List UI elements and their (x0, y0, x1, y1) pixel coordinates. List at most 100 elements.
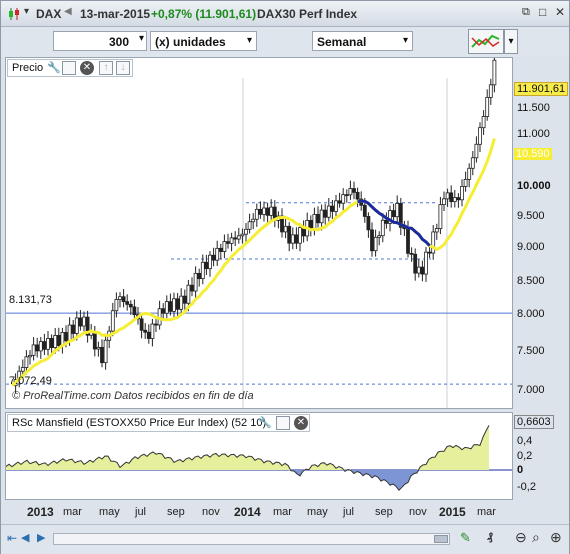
candle-body (247, 221, 252, 230)
candle-body (269, 206, 274, 216)
price-scale-icon[interactable]: ₰ (487, 531, 494, 543)
scroll-back-icon[interactable]: ◀ (21, 532, 30, 544)
candle-body (28, 354, 32, 358)
close-icon[interactable]: ✕ (555, 5, 566, 19)
candle-body (316, 213, 320, 224)
close-icon[interactable]: ✕ (294, 416, 308, 430)
units-dropdown-icon[interactable]: ▾ (138, 33, 144, 44)
candle-body (215, 247, 220, 261)
magnifier-icon[interactable]: ⌕ (532, 529, 540, 545)
chart-date: 13-mar-2015 (80, 7, 151, 21)
y-tick: 0,4 (517, 435, 533, 447)
candle-body (323, 209, 328, 218)
candle-body (154, 323, 158, 326)
chart-style-dropdown[interactable]: ▾ (504, 29, 518, 54)
candle-body (110, 310, 115, 332)
candle-body (125, 301, 130, 305)
y-tick: 7.500 (517, 345, 545, 357)
indicator-title: RSc Mansfield (ESTOXX50 Price Eur Index)… (12, 417, 267, 429)
candle-body (434, 228, 439, 233)
candle-body (377, 235, 382, 238)
move-up-icon[interactable]: ↑ (99, 61, 113, 75)
candle-body (452, 197, 457, 203)
candle-body (438, 204, 443, 229)
x-tick: 2015 (439, 505, 466, 519)
candle-body (463, 178, 468, 187)
chart-style-button[interactable] (468, 29, 504, 54)
candlestick-icon (9, 8, 19, 20)
candle-body (85, 316, 90, 336)
candle-body (488, 84, 493, 98)
x-tick: mar (273, 506, 292, 518)
hline-label-1: 8.131,73 (9, 294, 52, 306)
x-tick: 2014 (234, 505, 261, 519)
y-tick: 11.500 (517, 102, 550, 114)
candle-body (46, 338, 50, 350)
horizontal-scrollbar[interactable] (53, 533, 450, 545)
close-icon[interactable]: ✕ (80, 61, 94, 75)
candle-body (330, 205, 335, 212)
detach-icon[interactable]: ⧉ (522, 6, 530, 18)
candle-body (64, 332, 68, 342)
ma-value-label: 10.590 (514, 148, 552, 160)
indicator-chart (6, 425, 512, 491)
y-tick: -0,2 (517, 481, 536, 493)
window-icon[interactable] (276, 416, 290, 430)
candle-body (467, 167, 472, 180)
candle-body (146, 331, 151, 339)
panel-title: Precio (12, 62, 44, 74)
drawing-tools-icon[interactable]: ✎ (460, 530, 471, 545)
candle-body (362, 204, 367, 217)
candle-body (78, 317, 83, 327)
wrench-icon[interactable]: 🔧 (47, 62, 61, 74)
y-tick: 8.500 (517, 275, 545, 287)
y-tick: 9.500 (517, 210, 545, 222)
candle-body (56, 335, 61, 346)
candle-body (445, 192, 450, 200)
menu-dropdown-icon[interactable]: ▾ (24, 6, 30, 17)
bottom-toolbar: ⇤ ◀ ▶ ✎ ₰ ⊖ ⌕ ⊕ (1, 524, 569, 554)
candle-body (308, 220, 313, 229)
x-tick: may (307, 506, 328, 518)
zoom-in-icon[interactable]: ⊕ (550, 529, 562, 545)
indicator-negative-area (6, 470, 489, 491)
maximize-icon[interactable]: □ (539, 5, 547, 19)
x-tick: sep (167, 506, 185, 518)
candle-body (478, 127, 482, 145)
candle-body (449, 192, 454, 203)
candle-body (67, 324, 72, 342)
scroll-forward-icon[interactable]: ▶ (37, 532, 46, 544)
candle-body (355, 191, 360, 200)
instrument-name: DAX30 Perf Index (257, 7, 358, 21)
candle-body (341, 194, 346, 204)
chevron-down-icon: ▾ (246, 35, 252, 46)
candle-body (200, 261, 205, 280)
candle-body (485, 97, 490, 117)
units-type-select[interactable]: (x) unidades ▾ (150, 31, 257, 51)
units-input[interactable]: 300 ▾ (53, 31, 147, 51)
y-tick: 0 (517, 464, 524, 476)
window-icon[interactable] (62, 61, 76, 75)
candle-body (431, 231, 436, 254)
y-tick: 8.000 (517, 308, 545, 320)
y-tick: 9.000 (517, 241, 545, 253)
candle-body (283, 225, 288, 233)
candle-body (186, 284, 191, 304)
price-change: +0,87% (11.901,61) (151, 7, 257, 21)
move-down-icon[interactable]: ↓ (116, 61, 130, 75)
candle-body (244, 228, 248, 235)
wrench-icon[interactable]: 🔧 (258, 417, 272, 429)
x-tick: sep (375, 506, 393, 518)
candle-body (222, 241, 227, 252)
period-select[interactable]: Semanal ▾ (312, 31, 413, 51)
candle-body (456, 197, 461, 201)
x-tick: nov (409, 506, 427, 518)
scroll-start-icon[interactable]: ⇤ (7, 531, 18, 545)
candle-body (366, 216, 371, 231)
candle-body (179, 295, 184, 310)
scrollbar-thumb[interactable] (434, 535, 448, 543)
symbol-name[interactable]: DAX (36, 7, 62, 21)
date-prev-button[interactable]: ◀ (64, 6, 72, 17)
zoom-out-icon[interactable]: ⊖ (515, 529, 527, 545)
